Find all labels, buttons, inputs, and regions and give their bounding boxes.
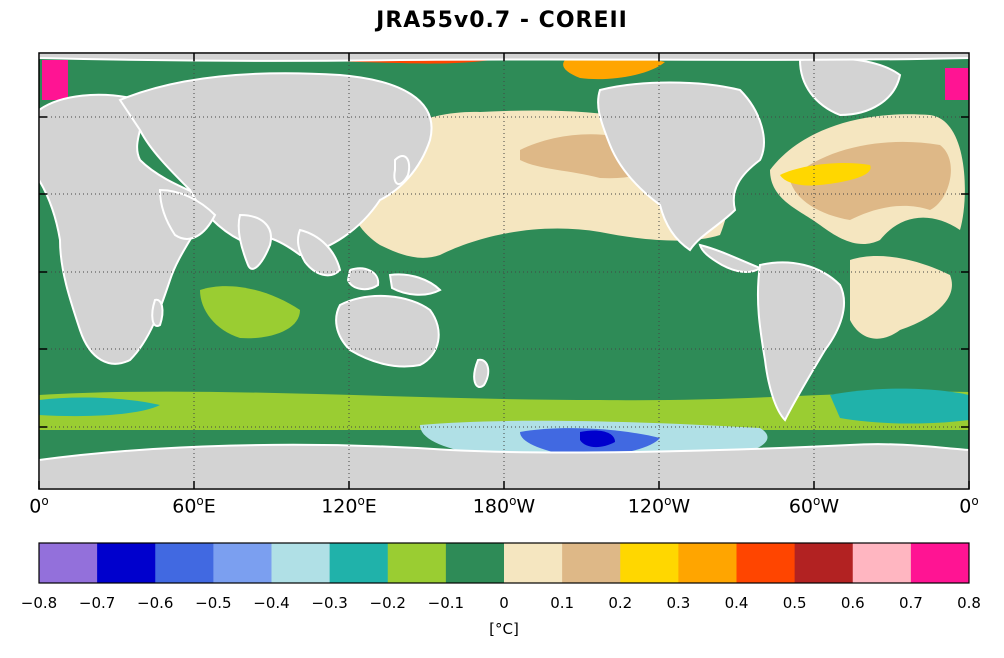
x-tick-label: 0o xyxy=(959,494,979,518)
colorbar-cell xyxy=(97,543,156,583)
south-atlantic-anomaly xyxy=(850,255,952,339)
colorbar-tick-label: −0.8 xyxy=(20,594,58,612)
colorbar-tick-label: −0.6 xyxy=(137,594,174,612)
map-ticks xyxy=(38,53,970,489)
colorbar-tick-label: 0.6 xyxy=(840,594,865,612)
colorbar-cell xyxy=(271,543,331,583)
colorbar-cell xyxy=(329,543,389,583)
colorbar-tick-label: −0.7 xyxy=(78,594,116,612)
x-tick-label: 180oW xyxy=(472,494,536,518)
colorbar-tick-label: −0.2 xyxy=(369,594,406,612)
colorbar-tick-label: 0.2 xyxy=(608,594,633,612)
x-tick-label: 0o xyxy=(29,494,49,518)
colorbar-cell xyxy=(794,543,854,583)
arctic-anomaly-4 xyxy=(945,68,969,100)
colorbar-cell xyxy=(910,543,970,583)
arctic-anomaly-2 xyxy=(563,56,665,80)
southern-ocean-anomaly-4 xyxy=(580,430,615,448)
colorbar-cell xyxy=(620,543,679,583)
colorbar-tick-label: 0.3 xyxy=(666,594,691,612)
colorbar-tick-label: −0.3 xyxy=(311,594,348,612)
colorbar-cell xyxy=(155,543,214,583)
land xyxy=(39,53,969,489)
x-tick-label: 120oW xyxy=(627,494,691,518)
colorbar-tick-label: 0.4 xyxy=(724,594,749,612)
colorbar-tick-label: −0.5 xyxy=(195,594,232,612)
colorbar-cell xyxy=(562,543,621,583)
southern-ocean-anomaly-6 xyxy=(39,397,160,417)
colorbar-cell xyxy=(852,543,912,583)
colorbar-cell xyxy=(39,543,98,583)
gulf-stream-anomaly xyxy=(780,163,871,186)
colorbar-tick-label: 0 xyxy=(499,594,509,612)
southern-ocean-anomaly-5 xyxy=(830,388,969,424)
southern-ocean-anomaly-1 xyxy=(39,391,969,430)
indian-ocean-anomaly xyxy=(200,286,300,339)
colorbar-cell xyxy=(504,543,563,583)
colorbar-cell xyxy=(387,543,447,583)
x-tick-label: 120oE xyxy=(321,494,377,518)
colorbar-tick-label: 0.1 xyxy=(550,594,575,612)
colorbar-cell xyxy=(736,543,796,583)
colorbar-tick-label: 0.5 xyxy=(782,594,807,612)
colorbar-cell xyxy=(213,543,272,583)
x-tick-label: 60oW xyxy=(788,494,840,518)
colorbar xyxy=(38,542,970,584)
colorbar-frame xyxy=(38,542,970,584)
x-tick-label: 60oE xyxy=(172,494,216,518)
colorbar-tick-label: −0.1 xyxy=(427,594,465,612)
map-grid xyxy=(39,53,969,489)
colorbar-cell xyxy=(445,543,505,583)
map-title: JRA55v0.7 - COREII xyxy=(376,8,628,33)
north-atlantic-warm-core xyxy=(790,141,951,220)
colorbar-tick-label: −0.4 xyxy=(253,594,290,612)
colorbar-tick-label: 0.7 xyxy=(898,594,923,612)
world-anomaly-map xyxy=(38,52,970,490)
arctic-anomaly-3 xyxy=(42,60,68,100)
colorbar-cell xyxy=(678,543,737,583)
colorbar-unit: [°C] xyxy=(489,620,519,638)
colorbar-tick-label: 0.8 xyxy=(957,594,981,612)
